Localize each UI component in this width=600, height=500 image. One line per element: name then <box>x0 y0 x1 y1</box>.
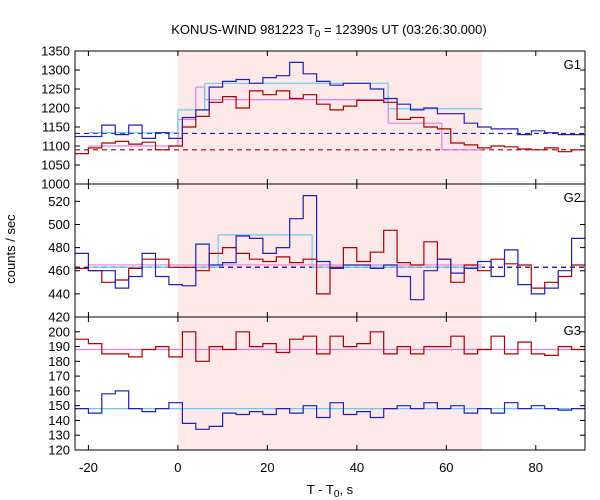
panel-content <box>75 331 585 430</box>
panel-frame <box>74 316 586 451</box>
x-tick-label: -20 <box>79 460 98 475</box>
panel-g2: 420 440 460 480 500 520 G2 <box>48 183 586 325</box>
y-tick-label: 420 <box>48 310 70 325</box>
series-blue-g2 <box>75 195 585 301</box>
y-tick-label: 1050 <box>41 158 70 173</box>
series-red-g1 <box>75 90 585 155</box>
y-tick-label: 130 <box>48 428 70 443</box>
series-red-g2 <box>75 229 585 295</box>
x-axis-label: T - T0, s <box>307 482 354 500</box>
y-tick-label: 200 <box>48 324 70 339</box>
y-tick-label: 520 <box>48 194 70 209</box>
highlight-interval <box>177 184 483 317</box>
y-tick-label: 1200 <box>41 101 70 116</box>
x-tick-label: 80 <box>529 460 543 475</box>
panel-label: G1 <box>564 57 581 72</box>
y-tick-label: 500 <box>48 217 70 232</box>
series-blue-g3 <box>75 390 585 430</box>
panel-label: G2 <box>564 190 581 205</box>
x-tick-label: 0 <box>174 460 181 475</box>
y-tick-label: 1150 <box>42 120 70 135</box>
panel-label: G3 <box>564 323 581 338</box>
y-tick-label: 180 <box>48 354 70 369</box>
x-tick-label: 40 <box>350 460 364 475</box>
series-red-g3 <box>75 331 585 362</box>
y-tick-label: 150 <box>48 398 70 413</box>
x-tick-label: 60 <box>439 460 453 475</box>
panel-content <box>75 61 585 155</box>
panel-g1: 1000 1050 1100 1150 1200 1250 1300 1350 G1 <box>41 44 586 192</box>
y-axis-label: counts / sec <box>3 214 18 284</box>
y-tick-label: 460 <box>48 263 70 278</box>
y-tick-label: 1000 <box>41 177 70 192</box>
y-tick-label: 120 <box>48 443 70 458</box>
y-tick-label: 1350 <box>41 44 70 59</box>
y-tick-label: 140 <box>48 413 70 428</box>
highlight-interval <box>177 51 483 184</box>
y-tick-label: 160 <box>48 383 70 398</box>
y-tick-label: 480 <box>48 240 70 255</box>
y-tick-label: 190 <box>48 339 70 354</box>
panel-content <box>75 195 585 301</box>
series-blue-g1 <box>75 61 585 139</box>
y-tick-label: 1300 <box>41 63 70 78</box>
y-tick-label: 1250 <box>41 82 70 97</box>
y-tick-label: 440 <box>48 286 70 301</box>
plot-area: 10001050110011501200125013001350G1420440… <box>41 44 586 475</box>
y-tick-label: 1100 <box>42 139 70 154</box>
x-tick-label: 20 <box>260 460 274 475</box>
y-tick-label: 170 <box>48 369 70 384</box>
chart-title: KONUS-WIND 981223 T0 = 12390s UT (03:26:… <box>171 22 486 40</box>
